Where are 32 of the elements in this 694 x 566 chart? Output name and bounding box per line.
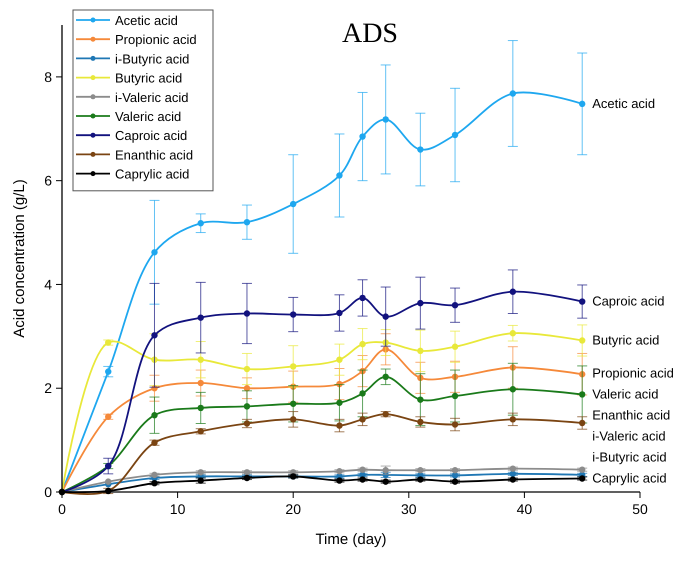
legend-label: Enanthic acid xyxy=(115,147,194,162)
text: Butyric acid xyxy=(592,332,660,348)
y-tick-label: 2 xyxy=(44,380,52,396)
y-tick-label: 0 xyxy=(44,484,52,500)
x-tick-label: 40 xyxy=(516,501,532,517)
text: Caproic acid xyxy=(592,294,664,309)
text: Acetic acid xyxy=(592,96,656,111)
x-tick-label: 10 xyxy=(170,501,186,517)
x-tick-label: 20 xyxy=(285,501,302,517)
legend-label: i-Butyric acid xyxy=(115,51,190,66)
x-tick-label: 50 xyxy=(632,501,648,517)
legend-label: Butyric acid xyxy=(115,70,182,86)
y-tick-label: 6 xyxy=(44,172,52,189)
chart-title: ADS xyxy=(342,18,398,49)
text: i-Butyric acid xyxy=(592,450,667,465)
x-tick-label: 0 xyxy=(58,501,66,517)
y-tick-label: 4 xyxy=(44,276,52,292)
x-axis-title: Time (day) xyxy=(315,531,387,548)
x-tick-label: 30 xyxy=(401,501,417,517)
text: Caprylic acid xyxy=(592,470,667,486)
legend-label: Caproic acid xyxy=(115,128,188,144)
legend-label: Propionic acid xyxy=(115,32,197,48)
text: Enanthic acid xyxy=(592,408,670,423)
legend-label: Valeric acid xyxy=(115,109,182,124)
y-axis-title: Acid concentration (g/L) xyxy=(11,179,28,338)
text: Valeric acid xyxy=(592,386,658,402)
legend-label: Caprylic acid xyxy=(115,166,190,182)
y-tick-label: 8 xyxy=(44,68,52,85)
legend-label: i-Valeric acid xyxy=(115,90,188,105)
legend-label: Acetic acid xyxy=(115,13,178,28)
text: Propionic acid xyxy=(592,365,674,380)
text: i-Valeric acid xyxy=(592,428,666,444)
